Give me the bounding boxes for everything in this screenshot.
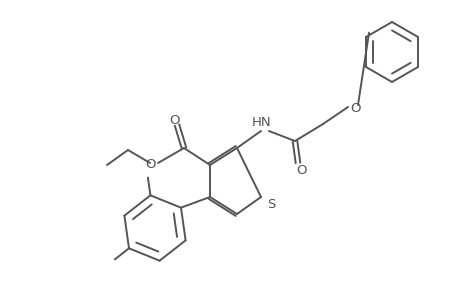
Text: O: O xyxy=(350,101,360,115)
Text: HN: HN xyxy=(252,116,271,130)
Text: O: O xyxy=(296,164,307,178)
Text: S: S xyxy=(266,197,274,211)
Text: O: O xyxy=(169,113,180,127)
Text: O: O xyxy=(146,158,156,170)
